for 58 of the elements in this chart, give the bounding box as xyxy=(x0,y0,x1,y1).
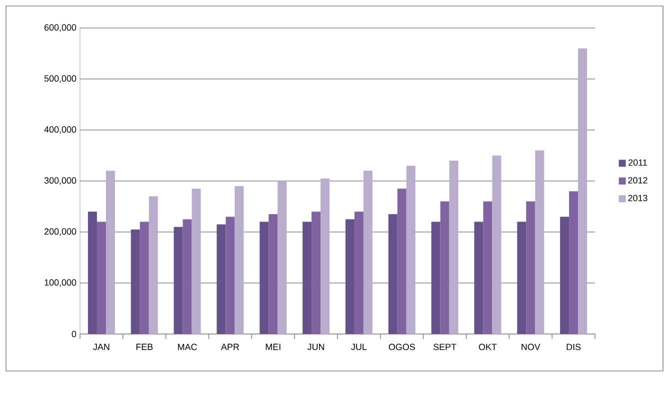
bar xyxy=(492,156,502,334)
bar xyxy=(345,219,354,334)
x-tick-label: SEPT xyxy=(433,344,456,350)
x-tick-label: APR xyxy=(221,344,240,350)
x-tick-label: JUN xyxy=(307,344,324,350)
bar xyxy=(234,186,244,334)
x-tick-label: OGOS xyxy=(388,344,415,350)
legend-label: 2011 xyxy=(628,159,647,166)
x-tick-label: MAC xyxy=(178,344,197,350)
bar xyxy=(526,201,536,334)
bar xyxy=(569,191,578,334)
bar xyxy=(278,181,287,334)
legend-label: 2012 xyxy=(628,177,648,184)
bar xyxy=(192,188,201,334)
bar xyxy=(312,212,321,334)
bar xyxy=(268,214,278,334)
x-tick-label: JAN xyxy=(93,344,110,350)
bar xyxy=(88,212,97,334)
bar xyxy=(354,212,364,334)
x-tick-label: FEB xyxy=(136,344,153,350)
bar xyxy=(431,222,440,334)
bar xyxy=(302,222,312,334)
bar xyxy=(363,170,372,334)
bar xyxy=(130,229,140,334)
y-tick-label: 100,000 xyxy=(44,279,76,287)
bar xyxy=(483,201,492,334)
bar xyxy=(140,222,149,334)
bar xyxy=(449,160,458,334)
bar xyxy=(388,214,398,334)
x-tick-label: NOV xyxy=(522,344,540,350)
x-tick-label: MEI xyxy=(266,344,280,350)
bar xyxy=(397,188,406,334)
bar xyxy=(517,222,526,334)
y-tick-label: 300,000 xyxy=(44,177,76,185)
x-tick-label: OKT xyxy=(478,344,497,350)
bar xyxy=(96,222,106,334)
legend-label: 2013 xyxy=(628,194,648,202)
bar xyxy=(440,201,450,334)
bar xyxy=(535,150,544,334)
bar xyxy=(260,222,269,334)
y-tick-label: 600,000 xyxy=(44,24,76,32)
bar xyxy=(560,216,570,334)
y-tick-label: 200,000 xyxy=(44,228,76,236)
bar xyxy=(474,222,484,334)
x-tick-label: DIS xyxy=(566,344,581,350)
bar xyxy=(578,48,588,334)
y-tick-label: 400,000 xyxy=(44,126,76,134)
bar xyxy=(182,219,192,334)
bar xyxy=(226,216,235,334)
bar xyxy=(406,166,416,334)
bar xyxy=(174,226,183,334)
bar xyxy=(148,196,158,334)
y-tick-label: 0 xyxy=(72,330,76,338)
x-tick-label: JUL xyxy=(351,344,367,350)
bar xyxy=(106,170,115,334)
y-tick-label: 500,000 xyxy=(44,75,76,83)
bar xyxy=(320,178,330,334)
bar xyxy=(216,224,226,334)
